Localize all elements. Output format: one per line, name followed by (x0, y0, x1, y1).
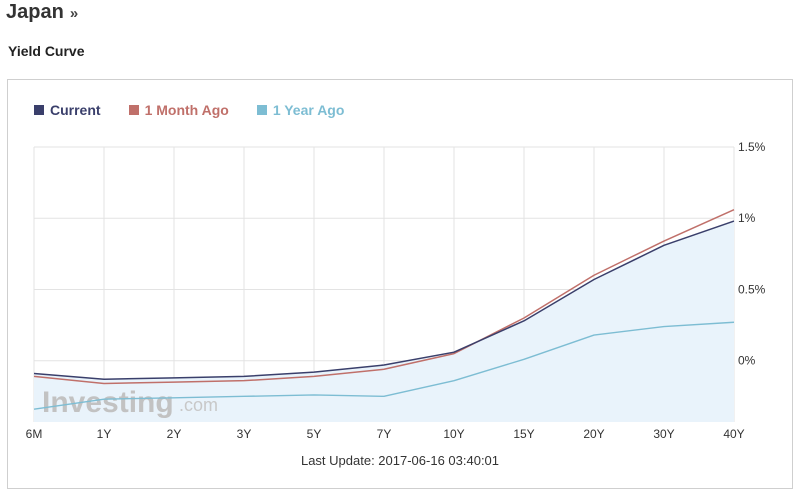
x-tick-label: 7Y (377, 427, 392, 441)
y-tick-label: 0% (738, 354, 756, 368)
x-tick-label: 10Y (443, 427, 464, 441)
country-name[interactable]: Japan (6, 1, 64, 23)
current-area-fill (34, 221, 734, 422)
y-tick-label: 0.5% (738, 282, 766, 296)
legend-swatch-1-year-ago (256, 105, 267, 115)
watermark-logo: Investing (42, 386, 174, 419)
legend-item-current[interactable]: Current (34, 102, 101, 118)
yield-curve-chart: Current 1 Month Ago 1 Year Ago 1.5% 1% 0.5… (7, 79, 793, 489)
x-tick-label: 6M (26, 427, 43, 441)
watermark-logo-suffix: .com (179, 395, 218, 415)
x-tick-label: 40Y (723, 427, 744, 441)
legend-item-1-month-ago[interactable]: 1 Month Ago (128, 102, 229, 118)
x-tick-label: 15Y (513, 427, 534, 441)
page-title: Japan » (6, 1, 78, 24)
chevron-right-icon[interactable]: » (69, 5, 79, 22)
x-tick-label: 2Y (167, 427, 182, 441)
last-update-text: Last Update: 2017-06-16 03:40:01 (300, 453, 500, 468)
y-tick-label: 1% (738, 211, 756, 225)
legend-item-1-year-ago[interactable]: 1 Year Ago (256, 102, 345, 118)
legend-label-current: Current (50, 102, 101, 118)
x-tick-label: 30Y (653, 427, 674, 441)
chart-legend: Current 1 Month Ago 1 Year Ago (34, 102, 344, 118)
x-tick-label: 5Y (307, 427, 322, 441)
x-tick-label: 1Y (97, 427, 112, 441)
legend-label-1-month-ago: 1 Month Ago (144, 102, 229, 118)
x-tick-label: 3Y (237, 427, 252, 441)
legend-swatch-1-month-ago (128, 105, 139, 115)
plot-area[interactable]: 1.5% 1% 0.5% 0% 6M 1Y 2Y 3Y 5Y 7Y 10Y 15Y 20Y 30Y 40Y I… (8, 80, 794, 490)
x-tick-label: 20Y (583, 427, 604, 441)
legend-label-1-year-ago: 1 Year Ago (272, 102, 345, 118)
y-tick-label: 1.5% (738, 140, 766, 154)
section-title: Yield Curve (8, 43, 85, 59)
legend-swatch-current (34, 105, 44, 115)
